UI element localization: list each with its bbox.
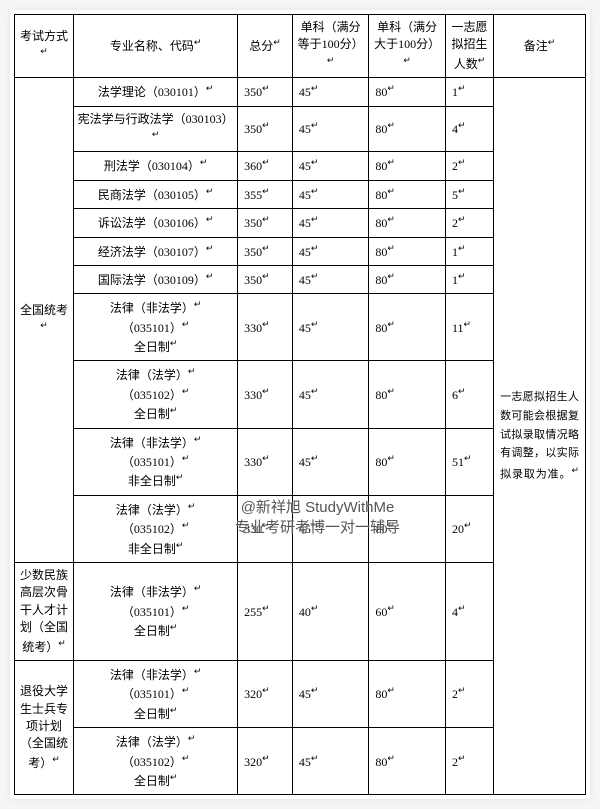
total-score-cell: 320↵ (238, 660, 293, 727)
major-cell: 法律（法学）↵（035102）↵非全日制↵ (74, 495, 238, 562)
planned-cell: 2↵ (445, 728, 493, 795)
admission-score-table: 考试方式↵ 专业名称、代码↵ 总分↵ 单科（满分等于100分）↵ 单科（满分大于… (14, 14, 586, 795)
single-100-cell: 45↵ (292, 237, 369, 265)
single-100-cell: 45↵ (292, 728, 369, 795)
total-score-cell: 350↵ (238, 106, 293, 152)
col-single-100: 单科（满分等于100分）↵ (292, 15, 369, 78)
exam-method-cell: 退役大学生士兵专项计划（全国统考）↵ (15, 660, 74, 794)
planned-cell: 6↵ (445, 361, 493, 428)
single-100-cell: 45↵ (292, 78, 369, 106)
single-gt100-cell: 80↵ (369, 152, 446, 180)
total-score-cell: 255↵ (238, 562, 293, 660)
major-cell: 诉讼法学（030106）↵ (74, 209, 238, 237)
col-single-gt100: 单科（满分大于100分）↵ (369, 15, 446, 78)
major-cell: 经济法学（030107）↵ (74, 237, 238, 265)
single-gt100-cell: 80↵ (369, 361, 446, 428)
total-score-cell: 330↵ (238, 495, 293, 562)
col-major: 专业名称、代码↵ (74, 15, 238, 78)
single-gt100-cell: 80↵ (369, 180, 446, 208)
planned-cell: 2↵ (445, 209, 493, 237)
planned-cell: 1↵ (445, 237, 493, 265)
major-cell: 法律（非法学）↵（035101）↵全日制↵ (74, 294, 238, 361)
remark-cell: 一志愿拟招生人数可能会根据复试拟录取情况略有调整，以实际拟录取为准。↵ (494, 78, 586, 795)
single-100-cell: 45↵ (292, 294, 369, 361)
single-gt100-cell: 80↵ (369, 265, 446, 293)
total-score-cell: 350↵ (238, 209, 293, 237)
single-100-cell: 45↵ (292, 180, 369, 208)
planned-cell: 5↵ (445, 180, 493, 208)
single-100-cell: 45↵ (292, 265, 369, 293)
major-cell: 法律（非法学）↵（035101）↵非全日制↵ (74, 428, 238, 495)
single-100-cell: 45↵ (292, 495, 369, 562)
planned-cell: 11↵ (445, 294, 493, 361)
total-score-cell: 360↵ (238, 152, 293, 180)
major-cell: 法律（非法学）↵（035101）↵全日制↵ (74, 660, 238, 727)
total-score-cell: 355↵ (238, 180, 293, 208)
single-gt100-cell: 80↵ (369, 660, 446, 727)
total-score-cell: 330↵ (238, 428, 293, 495)
planned-cell: 2↵ (445, 152, 493, 180)
major-cell: 国际法学（030109）↵ (74, 265, 238, 293)
table-row: 全国统考↵法学理论（030101）↵350↵45↵80↵1↵一志愿拟招生人数可能… (15, 78, 586, 106)
single-100-cell: 45↵ (292, 106, 369, 152)
total-score-cell: 350↵ (238, 265, 293, 293)
major-cell: 刑法学（030104）↵ (74, 152, 238, 180)
planned-cell: 4↵ (445, 562, 493, 660)
planned-cell: 1↵ (445, 265, 493, 293)
planned-cell: 4↵ (445, 106, 493, 152)
single-gt100-cell: 60↵ (369, 562, 446, 660)
total-score-cell: 330↵ (238, 294, 293, 361)
major-cell: 民商法学（030105）↵ (74, 180, 238, 208)
planned-cell: 2↵ (445, 660, 493, 727)
col-planned: 一志愿拟招生人数↵ (445, 15, 493, 78)
single-100-cell: 45↵ (292, 152, 369, 180)
single-gt100-cell: 80↵ (369, 237, 446, 265)
total-score-cell: 350↵ (238, 237, 293, 265)
major-cell: 宪法学与行政法学（030103）↵ (74, 106, 238, 152)
single-100-cell: 45↵ (292, 361, 369, 428)
single-gt100-cell: 80↵ (369, 78, 446, 106)
single-100-cell: 45↵ (292, 209, 369, 237)
single-100-cell: 45↵ (292, 660, 369, 727)
single-gt100-cell: 80↵ (369, 294, 446, 361)
total-score-cell: 330↵ (238, 361, 293, 428)
col-total: 总分↵ (238, 15, 293, 78)
col-remark: 备注↵ (494, 15, 586, 78)
major-cell: 法律（法学）↵（035102）↵全日制↵ (74, 728, 238, 795)
single-gt100-cell: 80↵ (369, 428, 446, 495)
single-gt100-cell: 80↵ (369, 209, 446, 237)
total-score-cell: 320↵ (238, 728, 293, 795)
major-cell: 法律（非法学）↵（035101）↵全日制↵ (74, 562, 238, 660)
single-gt100-cell: 80↵ (369, 728, 446, 795)
major-cell: 法学理论（030101）↵ (74, 78, 238, 106)
col-exam: 考试方式↵ (15, 15, 74, 78)
single-gt100-cell: 80↵ (369, 495, 446, 562)
planned-cell: 20↵ (445, 495, 493, 562)
planned-cell: 51↵ (445, 428, 493, 495)
total-score-cell: 350↵ (238, 78, 293, 106)
single-100-cell: 45↵ (292, 428, 369, 495)
table-header-row: 考试方式↵ 专业名称、代码↵ 总分↵ 单科（满分等于100分）↵ 单科（满分大于… (15, 15, 586, 78)
single-gt100-cell: 80↵ (369, 106, 446, 152)
planned-cell: 1↵ (445, 78, 493, 106)
exam-method-cell: 少数民族高层次骨干人才计划（全国统考）↵ (15, 562, 74, 660)
single-100-cell: 40↵ (292, 562, 369, 660)
exam-method-cell: 全国统考↵ (15, 78, 74, 563)
major-cell: 法律（法学）↵（035102）↵全日制↵ (74, 361, 238, 428)
